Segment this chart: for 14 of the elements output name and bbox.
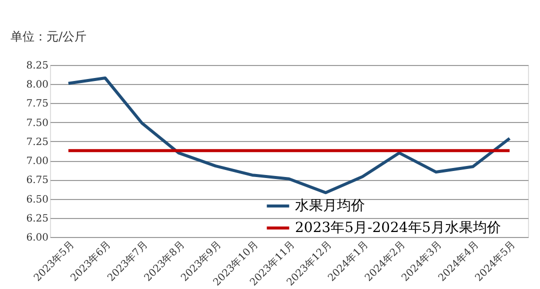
- y-tick-label: 6.50: [26, 194, 48, 206]
- y-tick-label: 6.25: [26, 213, 48, 224]
- y-tick-label: 7.25: [26, 136, 48, 148]
- line-series: [66, 76, 512, 194]
- y-tick-label: 8.00: [26, 80, 48, 91]
- legend-label: 2023年5月-2024年5月水果均价: [295, 220, 501, 236]
- y-tick-label: 7.50: [26, 118, 48, 129]
- y-tick-label: 6.75: [26, 175, 48, 186]
- y-tick-label: 6.00: [26, 232, 48, 244]
- legend-label: 水果月均价: [295, 198, 365, 214]
- y-tick-label: 8.25: [26, 60, 48, 72]
- y-tick-label: 7.00: [26, 156, 48, 168]
- y-axis-title: 单位：元/公斤: [10, 30, 87, 44]
- y-tick-label: 7.75: [26, 98, 48, 110]
